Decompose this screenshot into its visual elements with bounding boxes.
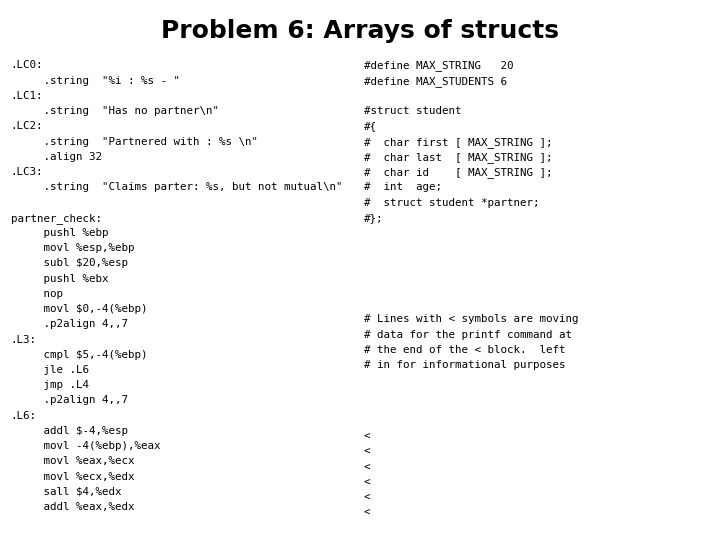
Text: pushl %ebx: pushl %ebx: [11, 274, 108, 284]
Text: movl %ecx,%edx: movl %ecx,%edx: [11, 471, 135, 482]
Text: partner_check:: partner_check:: [11, 213, 102, 224]
Text: .LC0:: .LC0:: [11, 60, 43, 71]
Text: #};: #};: [364, 213, 383, 223]
Text: .p2align 4,,7: .p2align 4,,7: [11, 319, 128, 329]
Text: addl %eax,%edx: addl %eax,%edx: [11, 502, 135, 512]
Text: #  char id    [ MAX_STRING ];: # char id [ MAX_STRING ];: [364, 167, 552, 178]
Text: <: <: [364, 432, 370, 442]
Text: # the end of the < block.  left: # the end of the < block. left: [364, 345, 565, 355]
Text: movl -4(%ebp),%eax: movl -4(%ebp),%eax: [11, 441, 161, 451]
Text: .L6:: .L6:: [11, 411, 37, 421]
Text: movl %eax,%ecx: movl %eax,%ecx: [11, 456, 135, 467]
Text: Problem 6: Arrays of structs: Problem 6: Arrays of structs: [161, 19, 559, 43]
Text: <: <: [364, 447, 370, 457]
Text: <: <: [364, 508, 370, 518]
Text: <: <: [364, 493, 370, 503]
Text: <: <: [364, 462, 370, 472]
Text: .LC2:: .LC2:: [11, 122, 43, 131]
Text: sall $4,%edx: sall $4,%edx: [11, 487, 121, 497]
Text: #  int  age;: # int age;: [364, 183, 441, 192]
Text: .LC3:: .LC3:: [11, 167, 43, 177]
Text: .string  "Has no partner\n": .string "Has no partner\n": [11, 106, 219, 116]
Text: <: <: [364, 478, 370, 488]
Text: .string  "Claims parter: %s, but not mutual\n": .string "Claims parter: %s, but not mutu…: [11, 183, 342, 192]
Text: jmp .L4: jmp .L4: [11, 380, 89, 390]
Text: .align 32: .align 32: [11, 152, 102, 162]
Text: #define MAX_STUDENTS 6: #define MAX_STUDENTS 6: [364, 76, 507, 86]
Text: .LC1:: .LC1:: [11, 91, 43, 101]
Text: nop: nop: [11, 289, 63, 299]
Text: # Lines with < symbols are moving: # Lines with < symbols are moving: [364, 314, 578, 325]
Text: jle .L6: jle .L6: [11, 365, 89, 375]
Text: .string  "Partnered with : %s \n": .string "Partnered with : %s \n": [11, 137, 258, 147]
Text: .string  "%i : %s - ": .string "%i : %s - ": [11, 76, 180, 86]
Text: pushl %ebp: pushl %ebp: [11, 228, 108, 238]
Text: movl %esp,%ebp: movl %esp,%ebp: [11, 243, 135, 253]
Text: # in for informational purposes: # in for informational purposes: [364, 360, 565, 370]
Text: movl $0,-4(%ebp): movl $0,-4(%ebp): [11, 304, 148, 314]
Text: .p2align 4,,7: .p2align 4,,7: [11, 395, 128, 406]
Text: #define MAX_STRING   20: #define MAX_STRING 20: [364, 60, 513, 71]
Text: .L3:: .L3:: [11, 335, 37, 345]
Text: #{: #{: [364, 122, 377, 131]
Text: #  char last  [ MAX_STRING ];: # char last [ MAX_STRING ];: [364, 152, 552, 163]
Text: cmpl $5,-4(%ebp): cmpl $5,-4(%ebp): [11, 350, 148, 360]
Text: addl $-4,%esp: addl $-4,%esp: [11, 426, 128, 436]
Text: #  char first [ MAX_STRING ];: # char first [ MAX_STRING ];: [364, 137, 552, 147]
Text: #  struct student *partner;: # struct student *partner;: [364, 198, 539, 207]
Text: #struct student: #struct student: [364, 106, 461, 116]
Text: # data for the printf command at: # data for the printf command at: [364, 329, 572, 340]
Text: subl $20,%esp: subl $20,%esp: [11, 259, 128, 268]
